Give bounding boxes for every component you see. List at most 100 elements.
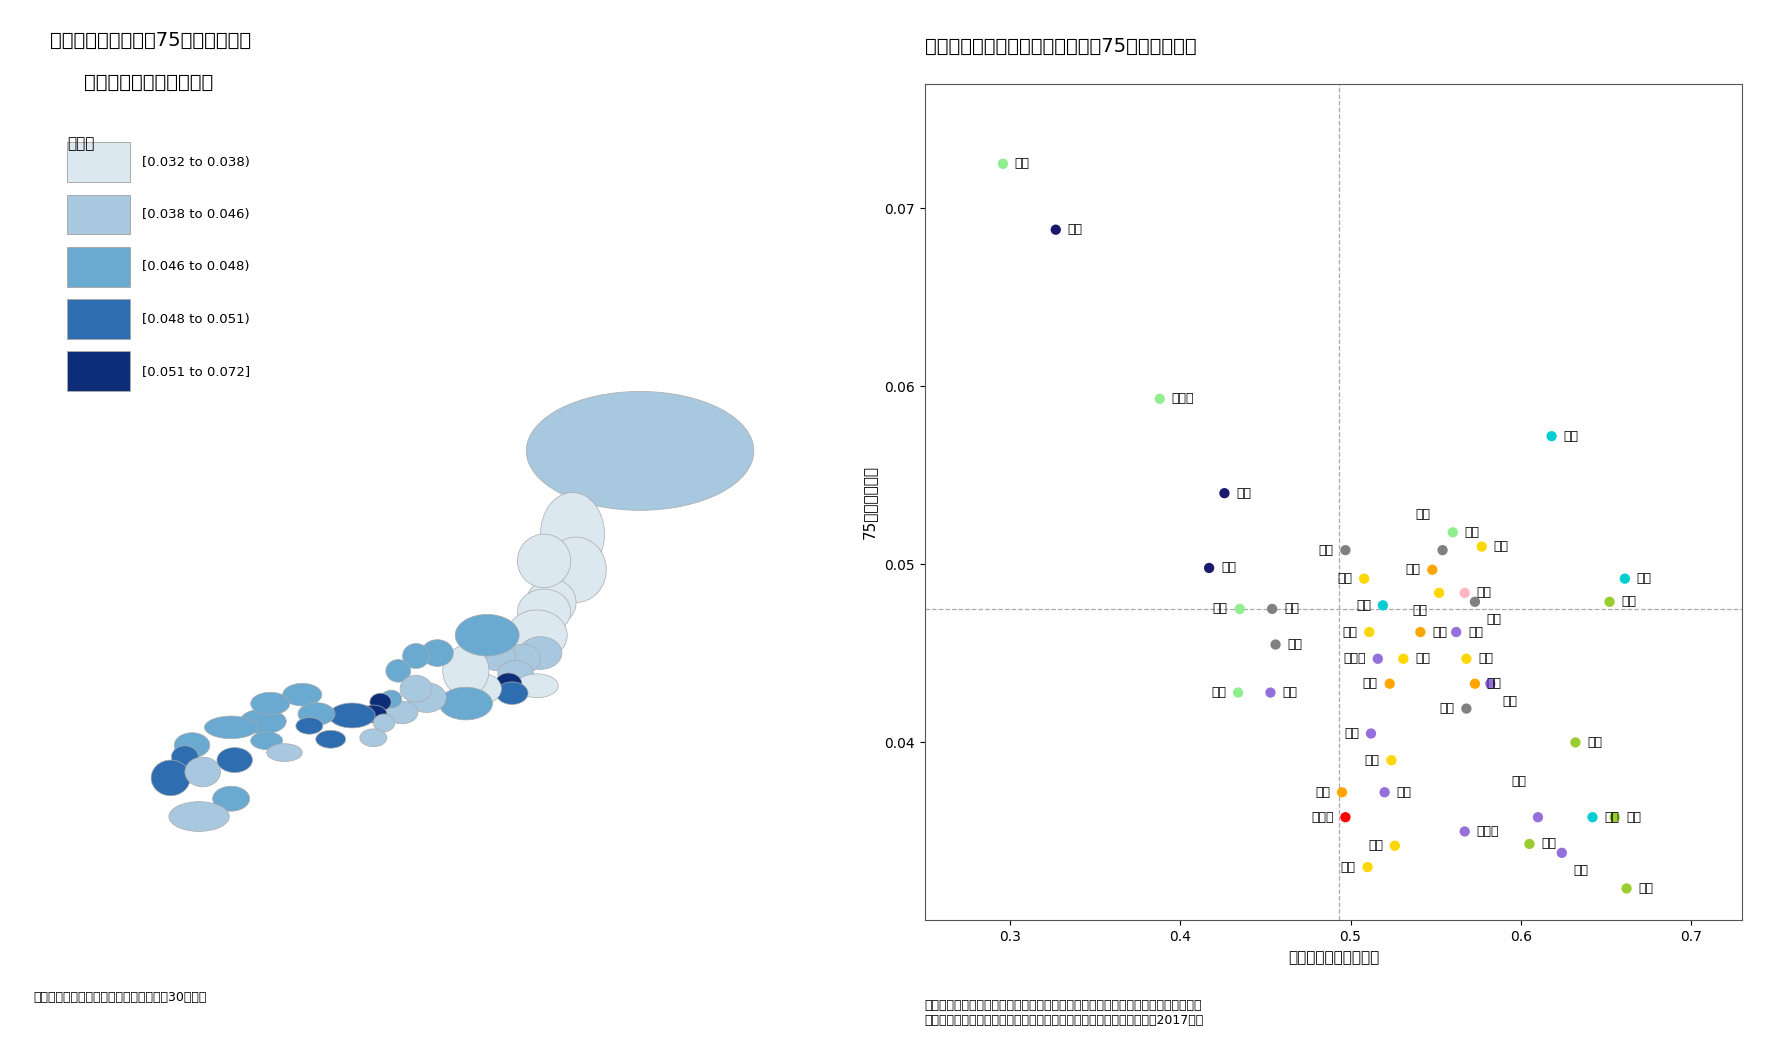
Text: 京都: 京都 bbox=[1221, 562, 1236, 574]
Point bbox=[1364, 651, 1392, 667]
Text: [0.032 to 0.038): [0.032 to 0.038) bbox=[142, 156, 251, 168]
Text: 愛知: 愛知 bbox=[1362, 677, 1378, 690]
Text: （資料）警察庁「運転免許統計」（平成30年版）: （資料）警察庁「運転免許統計」（平成30年版） bbox=[34, 992, 206, 1004]
Ellipse shape bbox=[151, 760, 190, 796]
Point bbox=[1595, 593, 1623, 610]
Text: 福井: 福井 bbox=[1622, 595, 1636, 609]
Point bbox=[1371, 783, 1399, 800]
Ellipse shape bbox=[373, 714, 395, 732]
Ellipse shape bbox=[498, 660, 533, 687]
Text: 神奈川: 神奈川 bbox=[1172, 392, 1195, 405]
Ellipse shape bbox=[251, 692, 290, 714]
Text: 沖縄: 沖縄 bbox=[1357, 599, 1371, 612]
Text: 岩手: 岩手 bbox=[1364, 754, 1380, 767]
Text: 宮崎: 宮崎 bbox=[1478, 653, 1494, 665]
Ellipse shape bbox=[517, 589, 571, 634]
Ellipse shape bbox=[213, 787, 249, 812]
Point bbox=[1355, 623, 1383, 640]
Ellipse shape bbox=[541, 493, 605, 575]
Text: （免許保有人口あたり）: （免許保有人口あたり） bbox=[84, 73, 213, 92]
Text: 富山: 富山 bbox=[1638, 572, 1652, 585]
Ellipse shape bbox=[421, 640, 453, 666]
Ellipse shape bbox=[316, 730, 345, 748]
Ellipse shape bbox=[217, 748, 252, 773]
Text: [0.048 to 0.051): [0.048 to 0.051) bbox=[142, 313, 251, 325]
Point bbox=[1225, 600, 1253, 617]
Text: 長野: 長野 bbox=[1511, 775, 1526, 788]
Text: 香川: 香川 bbox=[1465, 526, 1479, 539]
Text: （資料）免許返納率：警察庁「運転免許統計」、一人当たり乗用車台数：（一財）
自動車検査登録情報協会「車種別保有台数表」総務省「人口推計」（2017年）: （資料）免許返納率：警察庁「運転免許統計」、一人当たり乗用車台数：（一財） 自動… bbox=[925, 999, 1204, 1027]
Ellipse shape bbox=[299, 703, 334, 725]
Point bbox=[1611, 570, 1639, 587]
Point bbox=[1451, 823, 1479, 840]
Point bbox=[1600, 809, 1629, 825]
Text: 宮城: 宮城 bbox=[1341, 861, 1355, 873]
Ellipse shape bbox=[494, 673, 523, 696]
Point bbox=[1419, 562, 1447, 578]
Point bbox=[1261, 636, 1289, 653]
Ellipse shape bbox=[443, 645, 489, 697]
FancyBboxPatch shape bbox=[68, 195, 130, 234]
Ellipse shape bbox=[359, 705, 388, 723]
Text: 岡山: 岡山 bbox=[1433, 626, 1447, 638]
Text: 大阪: 大阪 bbox=[1069, 223, 1083, 236]
Text: 青森: 青森 bbox=[1344, 727, 1358, 740]
Ellipse shape bbox=[73, 948, 112, 965]
Text: 全国: 全国 bbox=[1284, 602, 1300, 615]
Text: 秋田: 秋田 bbox=[1415, 653, 1430, 665]
Text: [0.046 to 0.048): [0.046 to 0.048) bbox=[142, 260, 249, 273]
FancyBboxPatch shape bbox=[68, 351, 130, 391]
Text: 福岡: 福岡 bbox=[1287, 638, 1303, 651]
Ellipse shape bbox=[267, 744, 302, 761]
Ellipse shape bbox=[439, 687, 493, 720]
Point bbox=[1376, 676, 1405, 692]
FancyBboxPatch shape bbox=[68, 247, 130, 287]
Text: 三重: 三重 bbox=[1486, 677, 1502, 690]
Text: 滋賀: 滋賀 bbox=[1342, 626, 1357, 638]
Point bbox=[1462, 676, 1490, 692]
Point bbox=[1328, 783, 1357, 800]
Point bbox=[1406, 623, 1435, 640]
Point bbox=[1451, 585, 1479, 601]
Point bbox=[989, 156, 1017, 173]
Point bbox=[1369, 597, 1398, 614]
Point bbox=[1211, 484, 1239, 501]
Ellipse shape bbox=[283, 683, 322, 706]
Point bbox=[1538, 428, 1566, 445]
Ellipse shape bbox=[466, 674, 501, 704]
Text: 広島: 広島 bbox=[1316, 786, 1330, 799]
Ellipse shape bbox=[526, 578, 576, 627]
Text: 高知: 高知 bbox=[1396, 786, 1412, 799]
Text: 奈良: 奈良 bbox=[1282, 686, 1298, 699]
Point bbox=[1561, 734, 1590, 751]
Text: 石川: 石川 bbox=[1440, 702, 1454, 715]
Point bbox=[1442, 623, 1470, 640]
Ellipse shape bbox=[185, 757, 220, 787]
FancyBboxPatch shape bbox=[68, 299, 130, 339]
Ellipse shape bbox=[240, 709, 286, 734]
Text: [0.051 to 0.072]: [0.051 to 0.072] bbox=[142, 365, 251, 378]
Text: 鳥取: 鳥取 bbox=[1486, 613, 1502, 627]
Ellipse shape bbox=[171, 746, 199, 769]
Text: 北海道: 北海道 bbox=[1310, 811, 1334, 823]
Ellipse shape bbox=[380, 690, 402, 708]
Text: 群馬: 群馬 bbox=[1627, 811, 1641, 823]
Ellipse shape bbox=[526, 391, 754, 510]
Point bbox=[1547, 844, 1575, 861]
Point bbox=[1378, 752, 1406, 769]
FancyBboxPatch shape bbox=[68, 142, 130, 182]
Text: 長崎: 長崎 bbox=[1319, 544, 1334, 556]
Text: 佐賀: 佐賀 bbox=[1494, 540, 1510, 553]
Text: 和歌山: 和歌山 bbox=[1476, 825, 1499, 838]
Point bbox=[1223, 684, 1252, 701]
Point bbox=[1382, 838, 1410, 855]
Ellipse shape bbox=[174, 732, 210, 757]
Ellipse shape bbox=[295, 718, 324, 734]
Ellipse shape bbox=[359, 729, 388, 747]
Text: 大分: 大分 bbox=[1415, 508, 1431, 521]
Text: 図表３　都道府県別75歳以上返納率: 図表３ 都道府県別75歳以上返納率 bbox=[50, 31, 251, 50]
Ellipse shape bbox=[505, 644, 541, 674]
Text: 埼玉: 埼玉 bbox=[1213, 602, 1229, 615]
Point bbox=[1350, 570, 1378, 587]
Text: 山口: 山口 bbox=[1405, 563, 1421, 576]
